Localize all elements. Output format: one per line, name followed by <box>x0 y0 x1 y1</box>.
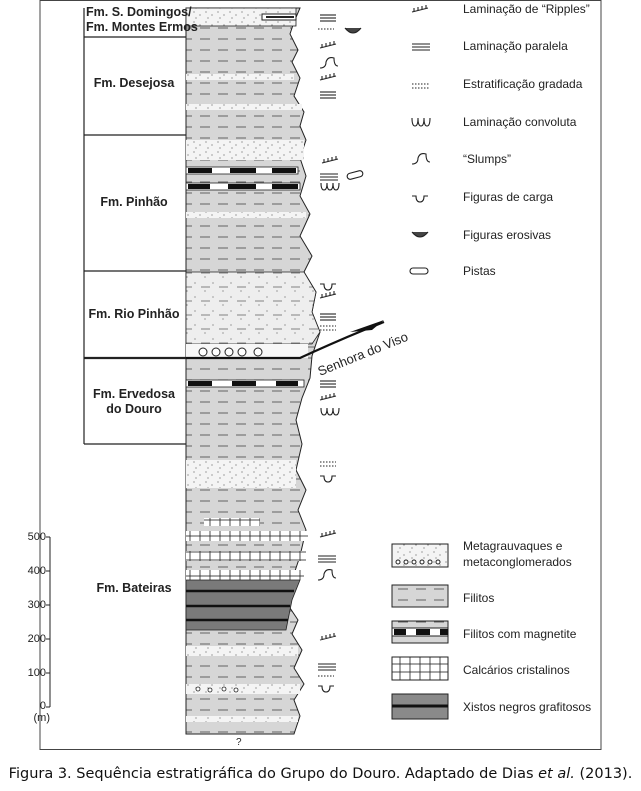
ripple-lamination-icon <box>411 5 429 13</box>
legend-label-magnetite-phyllite: Filitos com magnetite <box>463 627 577 641</box>
ripple-lamination-icon <box>319 291 337 299</box>
conglomerate-pebbles <box>198 347 263 357</box>
legend-label-graphitic-schist: Xistos negros grafitosos <box>463 700 592 714</box>
formation-label-ervedosa-2: do Douro <box>106 402 162 416</box>
formation-label-desejosa: Fm. Desejosa <box>93 76 175 90</box>
scale-tick-500: 500 <box>27 531 46 543</box>
caption-year: (2013). <box>574 766 633 782</box>
legend-label-graded: Estratificação gradada <box>463 77 583 91</box>
ripple-lamination-icon <box>319 530 337 538</box>
limestone-bed-1 <box>204 518 260 526</box>
load-cast-icon <box>318 685 334 693</box>
legend-label-ripples: Laminação de “Ripples” <box>463 2 590 16</box>
graded-bedding-icon <box>320 325 336 331</box>
formation-label-pinhao: Fm. Pinhão <box>100 195 168 209</box>
ripple-lamination-icon <box>321 156 339 164</box>
trace-fossil-icon <box>346 170 364 180</box>
load-cast-icon <box>320 283 336 291</box>
figure-caption: Figura 3. Sequência estratigráfica do Gr… <box>0 766 641 782</box>
thrust-arrow-icon <box>350 320 384 332</box>
rio-pinhao-greywacke <box>185 271 321 345</box>
limestone-bed-2 <box>186 531 308 541</box>
scale-tick-300: 300 <box>27 599 46 611</box>
caption-italic: et al. <box>538 766 575 782</box>
ripple-lamination-icon <box>319 633 337 641</box>
formation-label-montes-ermos: Fm. Montes Ermos <box>86 20 198 34</box>
magnetite-band-ervedosa <box>185 379 305 388</box>
formation-label-bateiras: Fm. Bateiras <box>96 581 172 595</box>
erosive-figure-icon <box>411 231 429 238</box>
formation-label-s-domingos: Fm. S. Domingos/ <box>86 5 192 19</box>
structures-legend-symbols <box>409 5 431 275</box>
legend-label-parallel: Laminação paralela <box>463 39 568 53</box>
scale-tick-0: 0 <box>39 700 46 712</box>
legend-label-load: Figuras de carga <box>463 190 554 204</box>
legend-label-erosive: Figuras erosivas <box>463 228 552 242</box>
parallel-lamination-icon <box>320 313 336 321</box>
ripple-lamination-icon <box>319 393 337 401</box>
trace-fossil-icon <box>409 267 429 275</box>
slump-icon <box>411 152 431 165</box>
convolute-lamination-icon <box>411 117 431 127</box>
legend-label-limestone: Calcários cristalinos <box>463 663 570 677</box>
scale-axis <box>46 536 51 708</box>
phyllite-swatch <box>391 584 449 608</box>
limestone-bed-4 <box>186 570 304 580</box>
figure-frame <box>39 0 602 750</box>
convolute-lamination-icon <box>320 182 340 191</box>
load-cast-icon <box>320 475 336 483</box>
legend-label-phyllite: Filitos <box>463 591 495 605</box>
ripple-lamination-icon <box>319 41 337 49</box>
formation-boxes <box>83 8 186 445</box>
magnetite-bands-pinhao <box>185 166 301 191</box>
parallel-lamination-icon <box>320 14 336 22</box>
lithology-legend-swatches <box>391 543 449 720</box>
ripple-lamination-icon <box>319 73 337 81</box>
legend-label-slumps: “Slumps” <box>463 152 512 166</box>
parallel-lamination-icon <box>318 663 336 671</box>
column-structure-symbols <box>317 14 364 693</box>
parallel-lamination-icon <box>412 43 430 51</box>
legend-label-convolute: Laminação convoluta <box>463 115 577 129</box>
formation-label-rio-pinhao: Fm. Rio Pinhão <box>88 307 180 321</box>
erosive-figure-icon <box>344 27 362 34</box>
scale-unit: (m) <box>33 712 51 724</box>
convolute-lamination-icon <box>320 407 340 416</box>
column-bottom-mark: ? <box>236 737 242 748</box>
scale-tick-400: 400 <box>27 565 46 577</box>
graphitic-schist <box>185 579 301 631</box>
limestone-bed-3 <box>186 551 306 561</box>
formation-label-ervedosa-1: Fm. Ervedosa <box>93 387 175 401</box>
thrust-label: Senhora do Viso <box>316 329 411 379</box>
parallel-lamination-icon <box>320 380 336 388</box>
parallel-lamination-icon <box>320 173 338 181</box>
slump-icon <box>317 568 337 581</box>
load-cast-icon <box>412 195 428 203</box>
legend-label-metagreywacke-1: Metagrauvaques e <box>463 539 563 553</box>
parallel-lamination-icon <box>318 555 336 563</box>
scale-tick-200: 200 <box>27 633 46 645</box>
caption-text: Figura 3. Sequência estratigráfica do Gr… <box>8 766 539 782</box>
scale-tick-100: 100 <box>27 667 46 679</box>
graded-bedding-icon <box>320 461 336 467</box>
parallel-lamination-icon <box>320 91 336 99</box>
lithologic-column <box>185 7 321 735</box>
slump-icon <box>319 56 339 69</box>
legend-label-metagreywacke-2: metaconglomerados <box>463 555 572 569</box>
legend-label-trace: Pistas <box>463 264 496 278</box>
graded-bedding-icon <box>412 83 430 89</box>
limestone-swatch <box>391 656 449 681</box>
